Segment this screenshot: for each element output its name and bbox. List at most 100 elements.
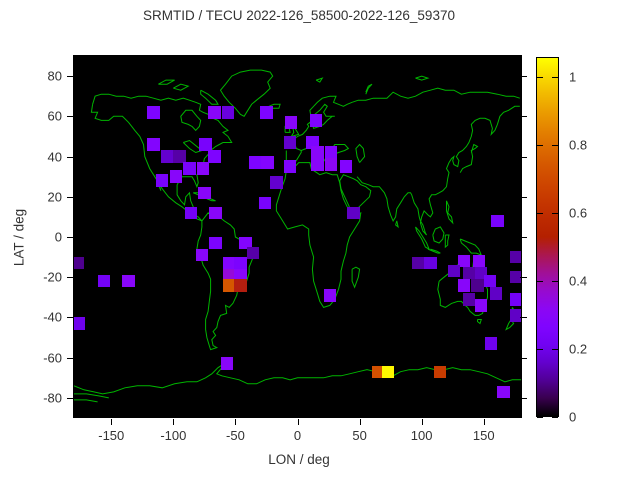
tick-mark [520, 237, 527, 238]
colorbar-tick-mark [552, 213, 558, 214]
colorbar-tick-label: 0.2 [569, 341, 588, 357]
coastline [432, 226, 445, 244]
tick-mark [67, 116, 73, 117]
heatmap-cell [195, 248, 209, 262]
heatmap-cell [208, 150, 221, 163]
heatmap-cell [209, 236, 222, 250]
y-axis-title: LAT / deg [11, 208, 27, 267]
colorbar-tick-mark [537, 417, 543, 418]
colorbar-tick-mark [537, 213, 543, 214]
heatmap-cell [223, 268, 236, 282]
heatmap-cell [173, 150, 186, 163]
heatmap-cell [234, 279, 247, 292]
coastline [339, 174, 372, 214]
heatmap-cell [259, 196, 272, 210]
heatmap-cell [122, 275, 135, 288]
heatmap-cell [339, 160, 353, 173]
heatmap-cell [169, 170, 182, 183]
tick-mark [173, 419, 175, 425]
y-tick-label: -40 [43, 309, 62, 325]
coastline [285, 95, 353, 166]
coastline [74, 363, 521, 395]
colorbar-tick-mark [537, 349, 543, 350]
heatmap-cell [311, 146, 324, 159]
heatmap-cell [209, 206, 222, 220]
colorbar-tick-mark [552, 77, 558, 78]
coastline [459, 238, 483, 257]
heatmap-cell [147, 106, 160, 119]
y-tick-label: 80 [47, 68, 62, 84]
heatmap-cell [261, 156, 274, 169]
y-tick-label: 40 [47, 149, 62, 165]
colorbar-tick-label: 0.4 [569, 273, 588, 289]
tick-mark [520, 76, 527, 77]
coastline [74, 393, 109, 399]
colorbar-tick-mark [537, 77, 543, 78]
tick-mark [520, 157, 527, 158]
heatmap-cell [249, 156, 262, 169]
heatmap-cell [457, 254, 471, 268]
tick-mark [67, 237, 73, 238]
heatmap-cell [223, 279, 236, 292]
coastline [219, 69, 274, 117]
tick-mark [67, 358, 73, 359]
colorbar-tick-mark [552, 417, 558, 418]
heatmap-cell [160, 150, 174, 163]
heatmap-cell [509, 309, 521, 322]
heatmap-cell [324, 146, 338, 159]
heatmap-cell [260, 106, 273, 119]
heatmap-cell [509, 270, 521, 284]
colorbar-tick-label: 1 [569, 69, 577, 85]
coastline [444, 234, 450, 249]
x-tick-label: 50 [352, 428, 367, 443]
coastline [477, 319, 482, 325]
chart-title: SRMTID / TECU 2022-126_58500-2022-126_59… [143, 8, 455, 23]
heatmap-cell [74, 317, 86, 330]
y-tick-label: -20 [43, 269, 62, 285]
coastline [173, 83, 190, 91]
colorbar-tick-mark [552, 145, 558, 146]
heatmap-cell [97, 275, 110, 288]
heatmap-cell [509, 293, 521, 306]
tick-mark [235, 419, 237, 425]
y-tick-label: -60 [43, 350, 62, 366]
heatmap-cell [220, 357, 233, 370]
heatmap-cell [471, 279, 484, 292]
colorbar [536, 57, 559, 417]
x-tick-label: 150 [472, 428, 495, 443]
coastline [505, 319, 515, 331]
heatmap-cell [147, 138, 160, 151]
coastline [395, 220, 399, 229]
heatmap-cell [223, 256, 236, 270]
heatmap-cell [497, 385, 510, 399]
heatmap-cell [424, 256, 437, 270]
heatmap-cell [457, 279, 471, 292]
x-tick-label: 0 [293, 428, 302, 443]
tick-mark [520, 197, 527, 198]
y-tick-label: -80 [43, 390, 62, 406]
tick-mark [67, 197, 73, 198]
heatmap-cell [234, 268, 247, 282]
heatmap-cell [324, 158, 338, 171]
tick-mark [520, 358, 527, 359]
coastline [427, 248, 441, 254]
heatmap-cell [475, 299, 488, 312]
x-tick-label: 100 [410, 428, 433, 443]
tick-mark [520, 398, 527, 399]
coastline [158, 79, 175, 85]
tick-mark [67, 277, 73, 278]
heatmap-cell [434, 365, 447, 378]
heatmap-cell [462, 293, 476, 306]
heatmap-cell [381, 365, 395, 378]
coastline [351, 87, 520, 103]
colorbar-tick-label: 0.8 [569, 137, 588, 153]
tick-mark [483, 419, 485, 425]
coastline [356, 105, 520, 236]
coastline [200, 89, 219, 105]
heatmap-cell [509, 250, 521, 264]
heatmap-cell [155, 174, 169, 187]
coastline [90, 104, 203, 222]
colorbar-tick-label: 0 [569, 409, 577, 425]
y-tick-label: 20 [47, 189, 62, 205]
